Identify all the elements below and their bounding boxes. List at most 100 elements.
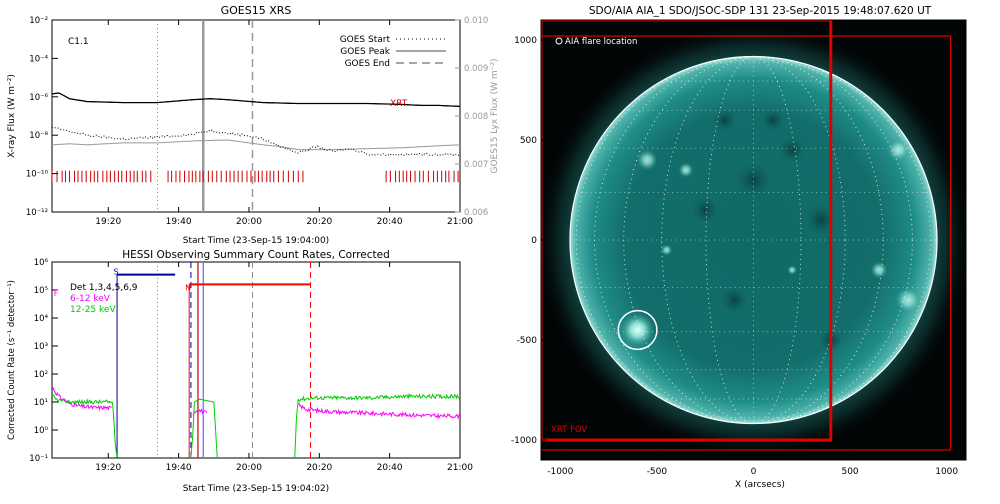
aia-xtick-label: 1000 [935, 467, 958, 477]
aia-flare-circle [617, 309, 658, 351]
legend-goes-start-label: GOES Start [340, 35, 391, 45]
goes-y2tick-label: 0.007 [464, 160, 488, 170]
aia-feature [636, 149, 658, 171]
aia-xtick-label: 500 [841, 467, 858, 477]
goes-xtick-label: 20:00 [236, 217, 262, 227]
hessi-ytick-label: 10⁴ [34, 314, 49, 324]
aia-limb [569, 55, 938, 425]
hessi-series-12-25keV [213, 401, 218, 458]
hessi-ytick-label: 10⁶ [34, 258, 49, 268]
goes-y2label: GOES15 Lyx Flux (W m⁻²) [490, 59, 500, 174]
aia-fov-label: XRT FOV [551, 425, 587, 435]
hessi-xtick-label: 19:40 [166, 463, 192, 473]
aia-feature [805, 204, 837, 236]
goes-y2tick-label: 0.010 [464, 16, 488, 26]
goes-xtick-label: 21:00 [447, 217, 473, 227]
goes-ylabel: X-ray Flux (W m⁻²) [7, 74, 17, 158]
hessi-series-12-25keV [294, 399, 299, 458]
hessi-xtick-label: 20:00 [236, 463, 262, 473]
aia-feature [886, 138, 910, 162]
aia-ytick-label: 0 [531, 236, 537, 246]
goes-legend: GOES Start GOES Peak GOES End [340, 35, 446, 69]
aia-ytick-label: 1000 [514, 36, 537, 46]
hessi-xtick-label: 19:20 [95, 463, 121, 473]
hessi-ytick-label: 10⁰ [34, 426, 49, 436]
aia-title: SDO/AIA AIA_1 SDO/JSOC-SDP 131 23-Sep-20… [589, 5, 932, 17]
aia-feature [778, 136, 806, 164]
goes-y2tick-label: 0.008 [464, 112, 488, 122]
hessi-flag-label: N [185, 283, 191, 292]
hessi-xtick-label: 20:20 [306, 463, 332, 473]
aia-ytick-label: 500 [520, 136, 537, 146]
aia-xrt-fov [541, 20, 833, 442]
legend-goes-peak-label: GOES Peak [340, 47, 390, 57]
aia-feature [678, 162, 694, 178]
hessi-ytick-label: 10⁵ [34, 286, 48, 296]
legend-goes-end-label: GOES End [345, 59, 390, 69]
goes-ytick-label: 10⁻¹⁰ [26, 170, 49, 180]
aia-flare-legend-icon [555, 37, 563, 45]
goes-ytick-label: 10⁻² [29, 16, 48, 26]
goes-series-long [52, 92, 460, 108]
hessi-ylabel: Corrected Count Rate (s⁻¹ detector⁻¹) [7, 280, 17, 440]
aia-xrt-fov [541, 35, 952, 451]
aia-flare-kernel [620, 312, 655, 348]
hessi-series-12-25keV [52, 393, 113, 406]
hessi-flag-label: S [114, 268, 119, 277]
aia-xtick-label: 0 [751, 467, 757, 477]
goes-series-short [52, 126, 460, 157]
hessi-series-12-25keV [112, 401, 118, 457]
goes-xrt-label: XRT [390, 99, 408, 109]
hessi-series-12-25keV [297, 392, 460, 402]
aia-feature [712, 108, 737, 132]
hessi-panel: HESSI Observing Summary Count Rates, Cor… [7, 249, 473, 494]
aia-solar-disk [569, 56, 938, 424]
hessi-ytick-label: 10³ [34, 342, 48, 352]
goes-xtick-label: 20:40 [377, 217, 403, 227]
goes-y2tick-label: 0.009 [464, 64, 488, 74]
goes-y2tick-label: 0.006 [464, 208, 488, 218]
goes-class-label: C1.1 [68, 37, 89, 47]
hessi-plot-frame [51, 261, 461, 459]
aia-xtick-label: -500 [647, 467, 668, 477]
hessi-xlabel: Start Time (23-Sep-15 19:04:02) [183, 484, 329, 494]
hessi-series-6-12keV [297, 402, 460, 420]
goes-title: GOES15 XRS [221, 4, 292, 17]
aia-ytick-label: -1000 [511, 436, 537, 446]
hessi-xtick-label: 20:40 [377, 463, 403, 473]
legend-det-label: Det 1,3,4,5,6,9 [70, 283, 138, 293]
goes-xtick-label: 19:20 [95, 217, 121, 227]
goes-ytick-label: 10⁻⁴ [29, 54, 48, 64]
aia-feature [691, 196, 719, 224]
aia-feature [736, 162, 771, 198]
goes-xrs-panel: GOES15 XRS 19:20 19:40 20:00 20:20 20:40 21:0… [7, 4, 500, 246]
hessi-flag-label: F [54, 289, 59, 298]
aia-flare-label: AIA flare location [565, 37, 637, 47]
goes-series-lyx [52, 139, 460, 151]
legend-6-12-label: 6-12 keV [70, 294, 111, 304]
aia-feature [720, 286, 748, 314]
aia-feature [660, 244, 673, 256]
aia-grid-lon [661, 56, 846, 424]
aia-feature [787, 265, 797, 275]
hessi-ytick-label: 10¹ [34, 398, 48, 408]
hessi-ytick-label: 10² [34, 370, 48, 380]
legend-12-25-label: 12-25 keV [70, 305, 116, 315]
aia-feature [894, 286, 922, 314]
hessi-legend: Det 1,3,4,5,6,9 6-12 keV 12-25 keV [70, 283, 138, 315]
goes-ytick-label: 10⁻¹² [26, 208, 48, 218]
aia-feature [761, 108, 785, 132]
goes-ytick-label: 10⁻⁸ [29, 131, 48, 141]
goes-xtick-label: 20:20 [306, 217, 332, 227]
aia-panel: SDO/AIA AIA_1 SDO/JSOC-SDP 131 23-Sep-20… [511, 5, 967, 490]
goes-plot-frame [51, 19, 461, 213]
hessi-ytick-label: 10⁻¹ [29, 454, 48, 464]
hessi-series-12-25keV [190, 401, 195, 458]
goes-ytick-label: 10⁻⁶ [29, 93, 48, 103]
aia-ytick-label: -500 [517, 336, 538, 346]
aia-xtick-label: -1000 [547, 467, 573, 477]
aia-xlabel: X (arcsecs) [735, 480, 785, 490]
hessi-series-12-25keV [194, 398, 214, 403]
